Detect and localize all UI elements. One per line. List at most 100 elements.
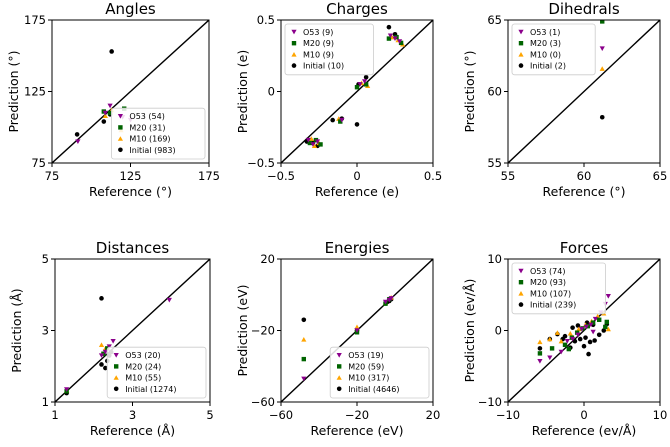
point-initial: [583, 335, 588, 340]
y-tick-label: −20: [251, 324, 275, 338]
data-points: [304, 24, 406, 149]
point-initial: [363, 74, 369, 80]
point-m20: [549, 346, 555, 351]
point-m20: [562, 342, 568, 347]
point-initial: [99, 296, 104, 301]
y-tick-label: 5: [42, 252, 49, 266]
point-o53: [98, 353, 105, 358]
legend-marker-m20: [114, 364, 119, 369]
legend-label: M20 (59): [348, 362, 384, 371]
y-tick-label: 60: [487, 85, 502, 99]
point-m10: [599, 66, 605, 71]
legend-label: M20 (9): [303, 39, 334, 48]
point-m10: [308, 136, 314, 141]
legend: O53 (54) M20 (31) M10 (169) Initial (983): [111, 107, 206, 160]
point-o53: [102, 110, 108, 116]
y-tick-label: 75: [31, 156, 46, 170]
point-o53: [354, 328, 360, 333]
legend-marker-initial: [118, 147, 123, 153]
point-o53: [362, 79, 368, 84]
legend-box: [284, 23, 374, 76]
point-o53: [579, 326, 585, 332]
point-o53: [564, 339, 570, 344]
identity-line: [55, 259, 210, 402]
point-m20: [301, 356, 306, 362]
y-tick-label: 55: [487, 156, 502, 170]
y-tick-label: −60: [251, 395, 275, 409]
identity-line: [281, 20, 433, 163]
legend-label: M20 (31): [129, 123, 165, 132]
legend-marker-initial: [518, 302, 524, 307]
panel-title: Dihedrals: [548, 0, 620, 18]
x-tick-label: 60: [577, 169, 592, 183]
x-tick-label: 0: [580, 408, 587, 422]
point-m10: [537, 339, 543, 345]
point-initial: [537, 346, 543, 351]
identity-line: [508, 20, 660, 163]
data-points: [301, 295, 394, 382]
legend-marker-o53: [518, 268, 524, 274]
point-o53: [396, 39, 403, 44]
legend: O53 (20) M20 (24) M10 (55) Initial (1274): [106, 346, 207, 399]
point-initial: [354, 122, 360, 127]
point-m20: [307, 140, 313, 146]
point-m20: [566, 346, 571, 352]
legend-label: Initial (2): [530, 62, 566, 71]
point-o53: [357, 82, 363, 87]
legend-label: M20 (24): [125, 362, 161, 371]
point-initial: [577, 336, 583, 342]
point-m10: [554, 330, 560, 335]
point-o53: [590, 329, 596, 335]
point-o53: [110, 339, 116, 344]
legend-marker-m20: [337, 364, 342, 369]
x-tick-label: 5: [206, 408, 213, 422]
panel-angles: 75 125 175 75 125 175 Angles Reference (°) Predi…: [6, 0, 220, 199]
x-tick-label: 20: [426, 408, 441, 422]
point-m20: [318, 142, 323, 147]
point-o53: [387, 33, 394, 39]
legend-label: O53 (9): [303, 28, 333, 37]
point-m10: [102, 113, 108, 119]
legend-marker-o53: [117, 114, 123, 119]
legend-marker-m10: [518, 52, 524, 57]
point-m10: [311, 143, 318, 149]
legend-label: M20 (93): [530, 278, 566, 287]
point-initial: [301, 317, 307, 323]
point-m20: [338, 119, 343, 124]
y-tick-label: 65: [487, 13, 502, 27]
y-axis-label: Prediction (Å): [9, 288, 24, 372]
legend-marker-m20: [518, 280, 524, 285]
legend-label: O53 (20): [125, 351, 160, 360]
panel-energies: −60 −20 20 −60 −20 20 Energies Reference (eV) Pr…: [235, 239, 440, 438]
point-m20: [386, 36, 392, 41]
legend-marker-m10: [117, 136, 123, 141]
panel-title: Angles: [105, 0, 156, 18]
point-o53: [305, 137, 311, 143]
point-m10: [567, 330, 573, 336]
legend-marker-m10: [291, 52, 297, 57]
point-o53: [107, 103, 113, 109]
y-tick-label: 20: [260, 252, 275, 266]
legend-box: [511, 262, 606, 315]
x-tick-label: 75: [45, 169, 60, 183]
point-o53: [102, 349, 108, 355]
x-tick-label: 3: [129, 408, 136, 422]
point-o53: [166, 297, 172, 303]
point-o53: [605, 293, 611, 299]
x-tick-label: 0.5: [424, 169, 442, 183]
point-initial: [587, 339, 593, 345]
point-initial: [386, 24, 392, 30]
x-tick-label: 55: [501, 169, 516, 183]
legend-marker-initial: [113, 386, 119, 392]
point-initial: [570, 325, 575, 330]
point-initial: [581, 343, 587, 349]
point-m10: [547, 336, 553, 342]
legend-box: [106, 346, 207, 399]
point-o53: [537, 359, 543, 364]
point-m10: [558, 338, 564, 344]
point-m20: [398, 40, 404, 46]
x-tick-label: 175: [198, 169, 220, 183]
y-tick-label: 10: [487, 252, 502, 266]
y-tick-label: 0.5: [257, 13, 275, 27]
